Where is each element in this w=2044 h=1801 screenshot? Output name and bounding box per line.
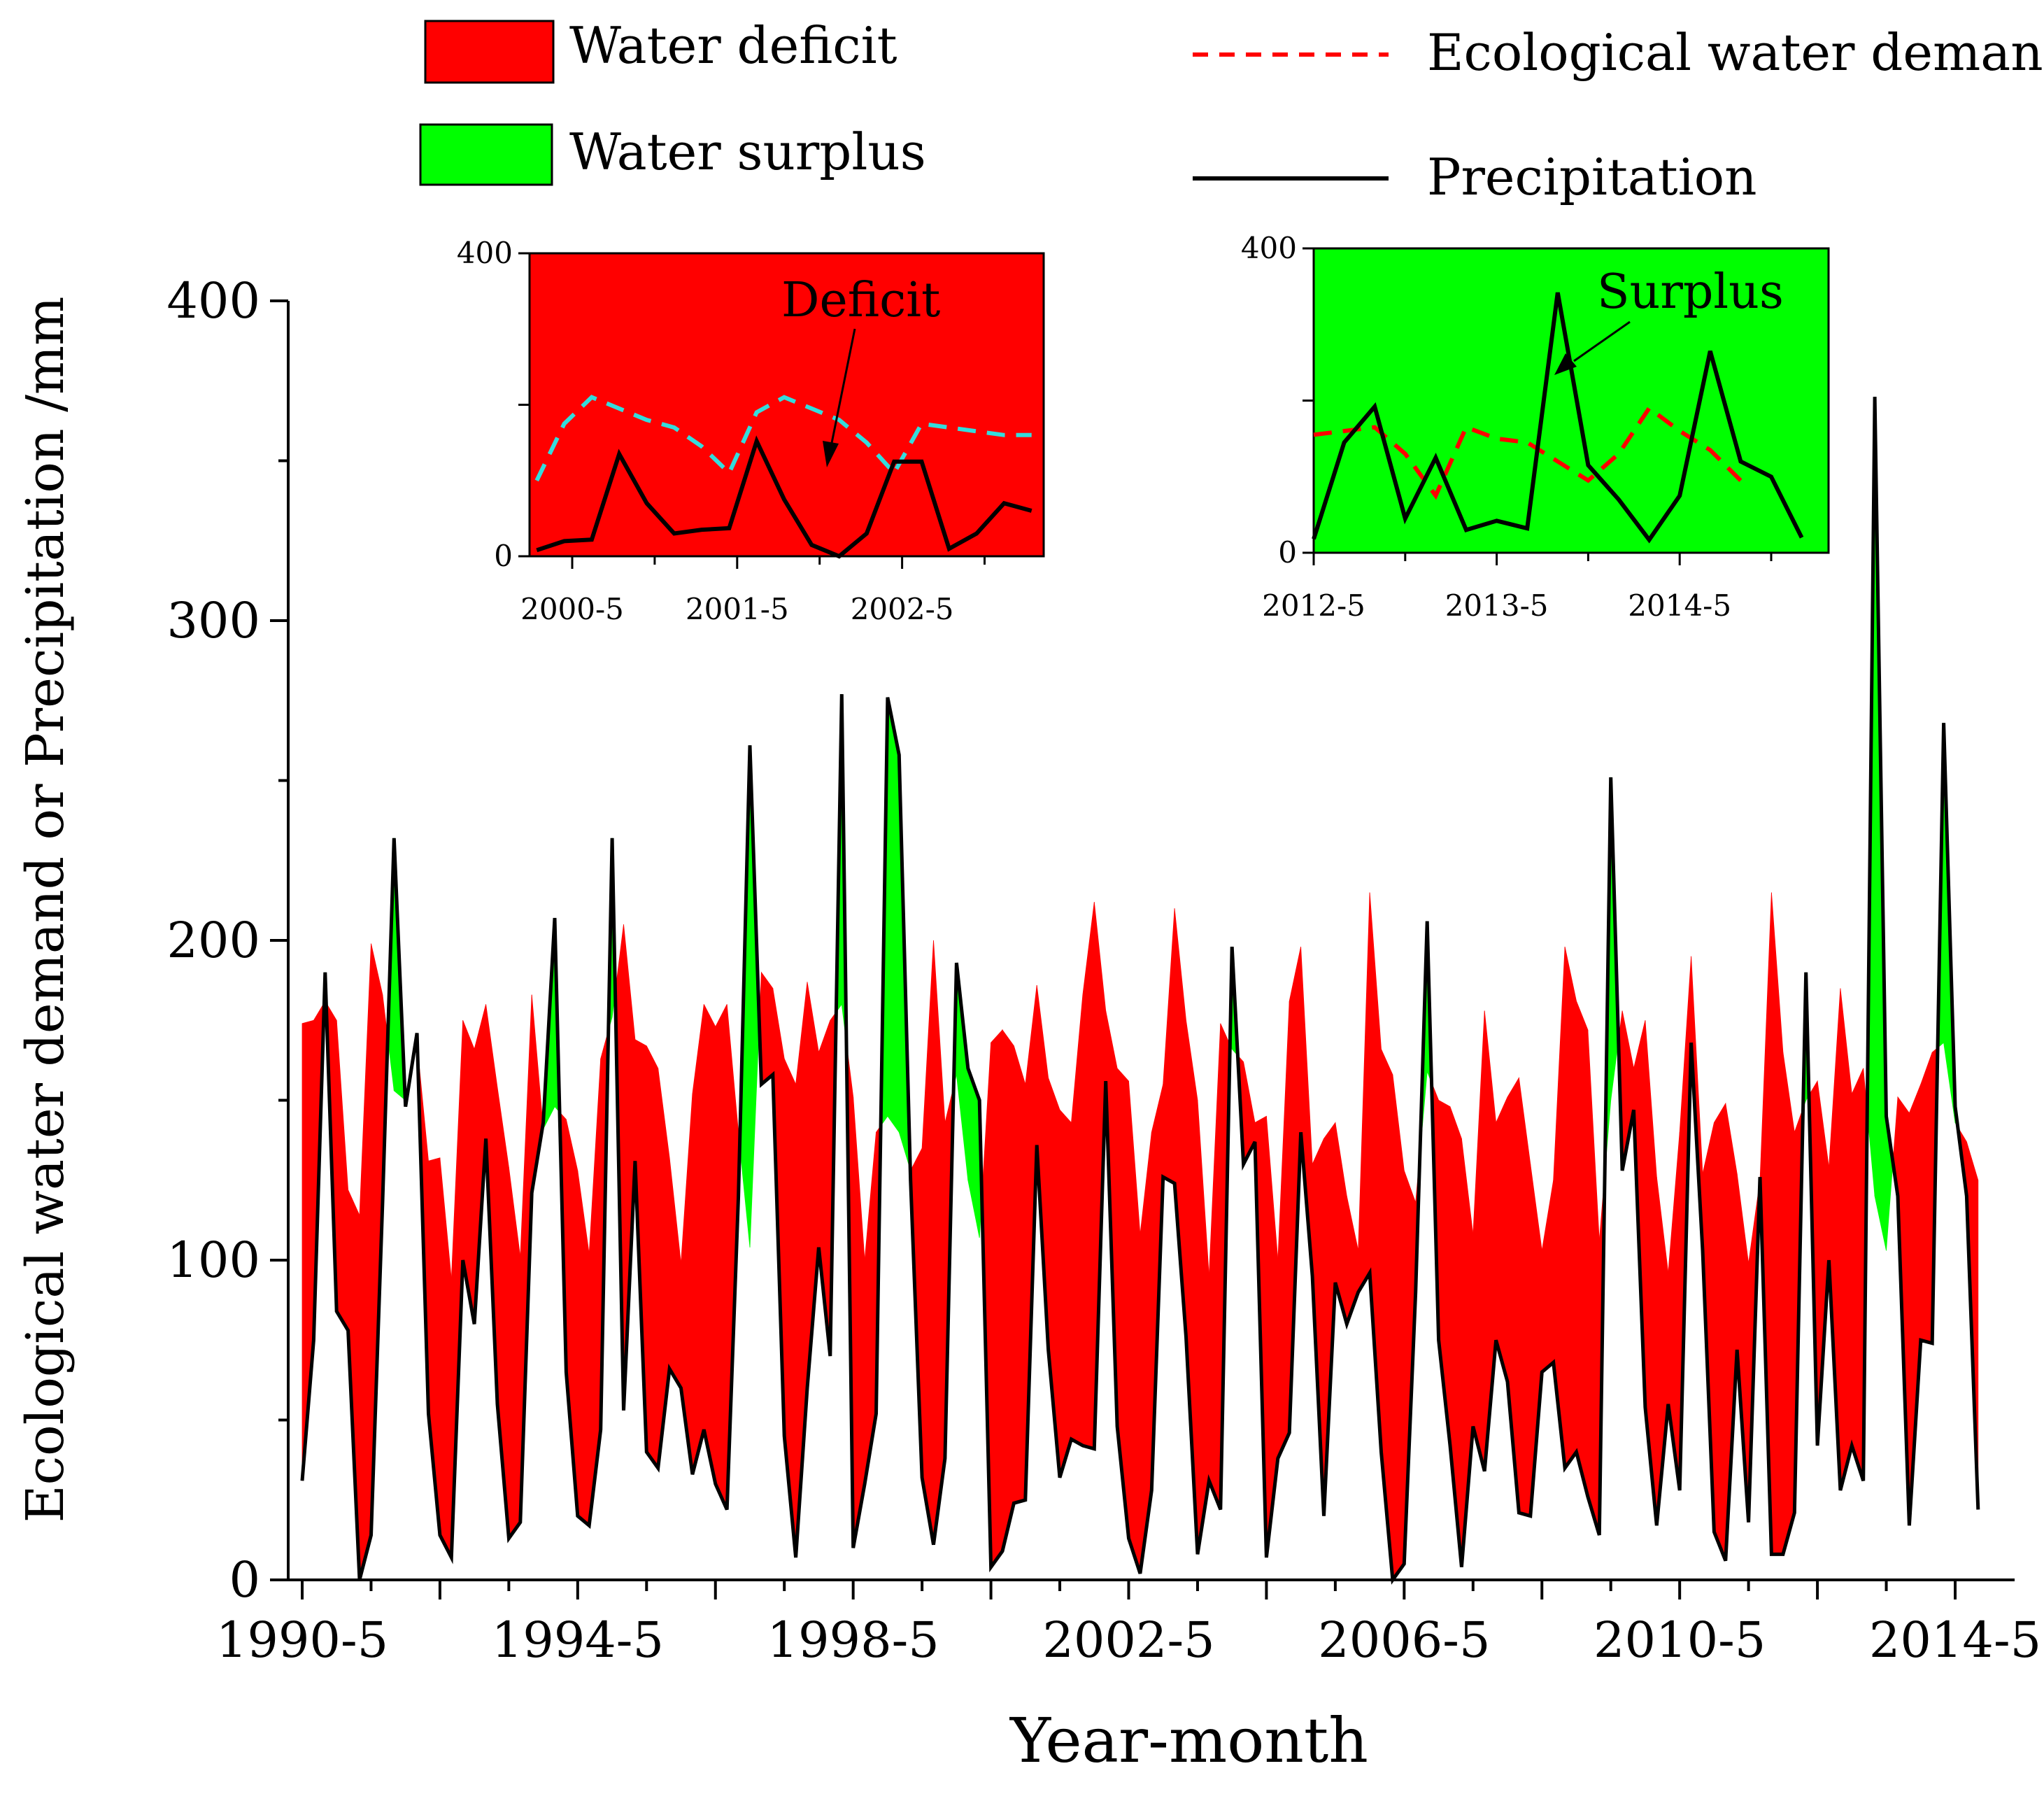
y-tick-label: 300	[166, 592, 260, 649]
deficit-area-segment	[1770, 892, 1784, 1555]
deficit-area-segment	[1725, 1103, 1738, 1561]
deficit-area-segment	[1587, 1029, 1600, 1536]
deficit-area-segment	[1002, 1029, 1014, 1551]
deficit-area-segment	[761, 971, 774, 1085]
deficit-area-segment	[853, 1096, 865, 1548]
deficit-inset: 0 400 2000-5 2001-5 2002-5 Deficit	[457, 236, 1045, 626]
deficit-area-segment	[336, 1020, 349, 1332]
deficit-arrowhead	[823, 441, 839, 467]
deficit-area-segment	[439, 1157, 452, 1558]
deficit-area-segment	[1736, 1173, 1750, 1523]
deficit-area-segment	[1496, 1096, 1508, 1382]
surplus-inset-axes: 0 400 2012-5 2013-5 2014-5	[1241, 231, 1773, 623]
inset-x-tick-label: 2001-5	[686, 592, 789, 626]
deficit-area-segment	[359, 943, 371, 1581]
legend: Water deficit Water surplus Ecological w…	[419, 16, 2044, 206]
deficit-area-segment	[1564, 947, 1577, 1469]
x-tick-label: 1994-5	[492, 1611, 664, 1669]
surplus-arrowhead	[1554, 353, 1577, 375]
deficit-area-segment	[1209, 1023, 1221, 1510]
deficit-area-segment	[1782, 1052, 1795, 1555]
y-tick-label: 100	[166, 1231, 260, 1289]
deficit-area-segment	[1829, 988, 1841, 1491]
deficit-area-segment	[577, 1170, 590, 1527]
inset-y-tick-label: 400	[1241, 231, 1297, 265]
deficit-area-segment	[1392, 1074, 1405, 1581]
inset-x-tick-label: 2014-5	[1628, 588, 1731, 623]
deficit-area-segment	[1576, 1001, 1589, 1497]
surplus-annotation: Surplus	[1597, 264, 1784, 320]
deficit-area-segment	[1851, 1068, 1864, 1481]
deficit-area-segment	[1472, 1010, 1485, 1471]
deficit-area-segment	[1541, 1180, 1554, 1373]
deficit-area-segment	[1840, 988, 1852, 1491]
legend-surplus-swatch	[419, 123, 553, 186]
y-tick-label: 0	[229, 1551, 260, 1609]
deficit-area-segment	[933, 940, 946, 1545]
main-chart: 0 100 200 300 400 1990-5 1994-5 1998-5 2002-5 200…	[15, 272, 2041, 1777]
surplus-area-segment	[956, 962, 969, 1180]
inset-x-tick-label: 2013-5	[1445, 588, 1549, 623]
main-axes: 0 100 200 300 400 1990-5 1994-5 1998-5 2002-5 200…	[166, 272, 2041, 1669]
deficit-annotation-arrow	[830, 328, 856, 447]
precipitation-line	[300, 397, 1980, 1585]
x-tick-label: 2010-5	[1594, 1611, 1766, 1669]
legend-surplus-label: Water surplus	[569, 122, 926, 181]
inset-precipitation-line	[536, 435, 1032, 559]
deficit-area-segment	[703, 1004, 716, 1484]
legend-deficit-swatch	[424, 20, 555, 84]
x-tick-label: 1998-5	[767, 1611, 939, 1669]
legend-demand-label: Ecological water demand	[1427, 23, 2044, 82]
deficit-area-segment	[1920, 1052, 1933, 1344]
inset-y-tick-label: 0	[494, 539, 513, 573]
deficit-annotation: Deficit	[781, 273, 940, 328]
inset-y-tick-label: 400	[457, 236, 513, 270]
x-tick-label: 1990-5	[216, 1611, 388, 1669]
legend-precip-label: Precipitation	[1427, 148, 1756, 206]
deficit-area-segment	[1266, 1116, 1279, 1558]
x-tick-label: 2006-5	[1318, 1611, 1490, 1669]
deficit-area-segment	[509, 1167, 521, 1539]
deficit-area-segment	[1713, 1102, 1726, 1561]
deficit-area-segment	[1071, 994, 1084, 1446]
surplus-inset: 0 400 2012-5 2013-5 2014-5 Surplus	[1241, 231, 1830, 623]
deficit-area-segment	[921, 940, 934, 1545]
deficit-inset-axes: 0 400 2000-5 2001-5 2002-5	[457, 236, 986, 626]
main-x-axis-title: Year-month	[1009, 1704, 1368, 1777]
deficit-area-segment	[1518, 1078, 1531, 1517]
inset-y-tick-label: 0	[1278, 535, 1297, 570]
deficit-area-segment	[1163, 908, 1175, 1184]
deficit-area-segment	[1059, 1109, 1072, 1478]
inset-x-tick-label: 2012-5	[1262, 588, 1365, 623]
inset-x-tick-label: 2000-5	[520, 592, 624, 626]
balance-fill-areas	[301, 397, 1979, 1581]
deficit-area-segment	[692, 1004, 704, 1475]
deficit-area-segment	[681, 1094, 693, 1475]
y-tick-label: 200	[166, 912, 260, 969]
deficit-area-segment	[1082, 902, 1095, 1450]
deficit-area-segment	[1358, 892, 1370, 1294]
surplus-area-segment	[887, 697, 900, 1133]
inset-precipitation-line	[1312, 292, 1804, 544]
deficit-area-segment	[646, 1045, 659, 1469]
deficit-area-segment	[1014, 1045, 1026, 1504]
deficit-area-segment	[715, 1004, 728, 1510]
y-tick-label: 400	[166, 272, 260, 330]
deficit-area-segment	[1277, 1001, 1290, 1459]
x-tick-label: 2002-5	[1042, 1611, 1214, 1669]
deficit-area-segment	[1128, 1081, 1141, 1574]
inset-x-tick-label: 2002-5	[851, 592, 954, 626]
surplus-annotation-arrow	[1573, 320, 1631, 362]
main-y-axis-title: Ecological water demand or Precipitation…	[15, 297, 76, 1523]
deficit-area-segment	[1300, 947, 1313, 1276]
inset-demand-line	[534, 395, 1032, 482]
legend-deficit-label: Water deficit	[569, 16, 897, 75]
deficit-area-segment	[669, 1157, 681, 1390]
deficit-area-segment	[991, 1029, 1003, 1568]
x-tick-label: 2014-5	[1869, 1611, 2041, 1669]
